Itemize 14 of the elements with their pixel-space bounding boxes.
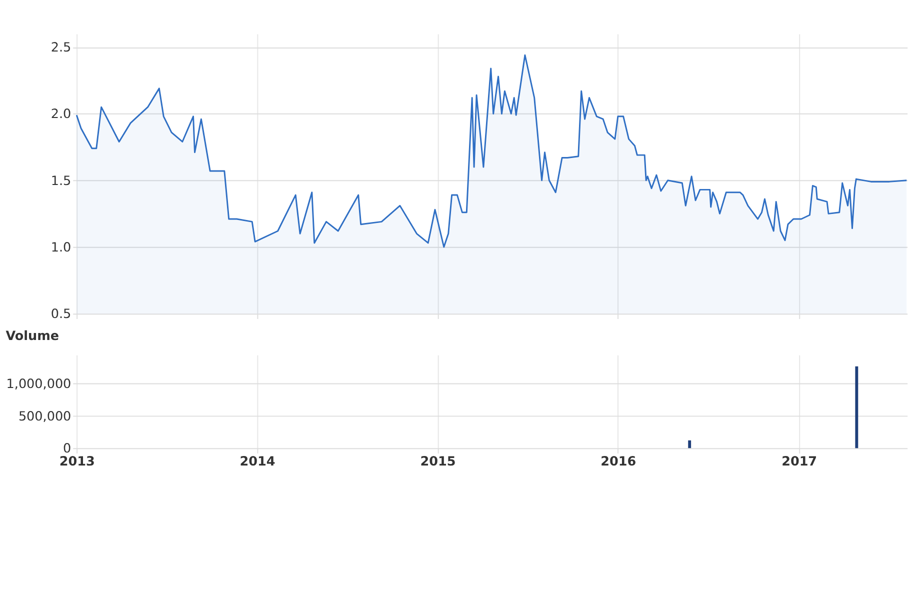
x-tick-label: 2014 xyxy=(240,454,276,470)
x-tick-label: 2015 xyxy=(420,454,456,470)
y-tick-label: 0.5 xyxy=(50,307,72,322)
chart-title: Volume xyxy=(6,329,60,344)
y-tick-label: 1,000,000 xyxy=(6,377,72,392)
x-tick-label: 2016 xyxy=(600,454,636,470)
x-tick-label: 2013 xyxy=(59,454,95,470)
y-tick-label: 1.5 xyxy=(50,174,72,189)
y-tick-label: 2.5 xyxy=(50,40,72,56)
y-tick-label: 2.0 xyxy=(50,107,72,122)
y-tick-label: 0 xyxy=(63,442,72,457)
x-tick-label: 2017 xyxy=(782,454,818,470)
y-tick-label: 500,000 xyxy=(18,409,72,424)
y-tick-label: 1.0 xyxy=(50,240,72,256)
